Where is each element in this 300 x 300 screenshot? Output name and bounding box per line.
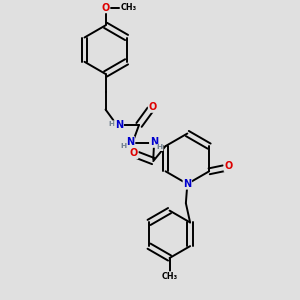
Text: H: H: [157, 145, 163, 151]
Text: N: N: [126, 137, 134, 147]
Text: N: N: [115, 120, 123, 130]
Text: H: H: [120, 143, 126, 149]
Text: O: O: [148, 102, 157, 112]
Text: CH₃: CH₃: [161, 272, 178, 281]
Text: N: N: [150, 137, 158, 147]
Text: O: O: [224, 161, 232, 171]
Text: CH₃: CH₃: [120, 3, 136, 12]
Text: H: H: [108, 121, 115, 127]
Text: O: O: [101, 3, 110, 13]
Text: N: N: [183, 179, 191, 189]
Text: O: O: [130, 148, 138, 158]
